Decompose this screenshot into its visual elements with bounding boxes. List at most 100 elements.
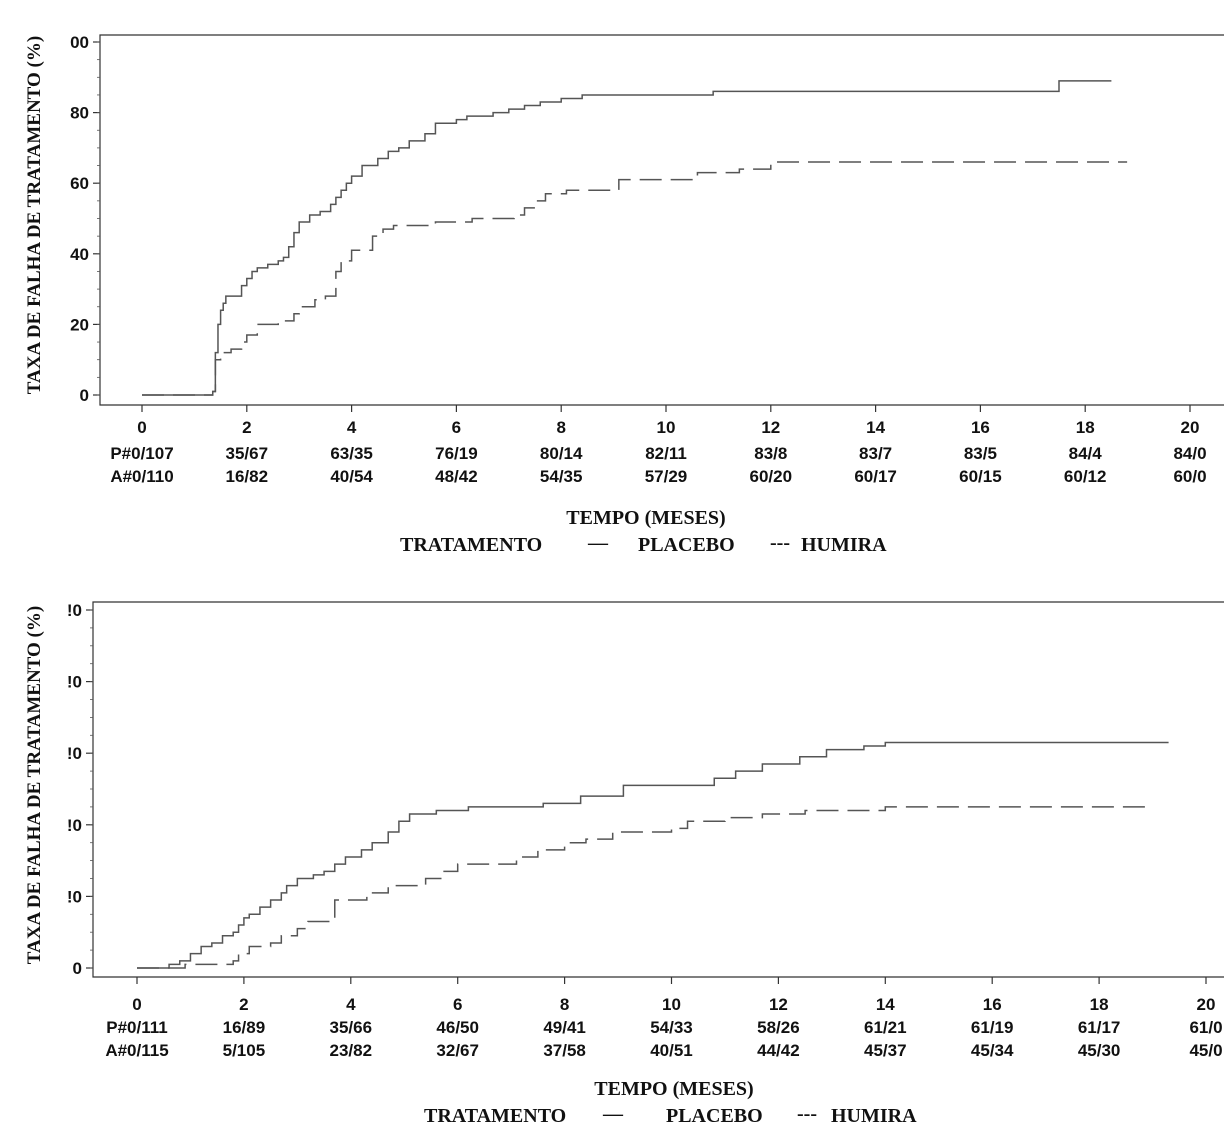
chart1-risk-placebo: 83/5: [964, 444, 997, 463]
chart1-legend-solid-symbol: —: [587, 532, 609, 554]
chart2-x-tick-label: 0: [132, 995, 141, 1014]
chart2-x-tick-label: 14: [876, 995, 895, 1014]
chart1-risk-humira: 48/42: [435, 467, 478, 486]
chart1-risk-humira: 16/82: [226, 467, 269, 486]
chart1-x-tick-label: 20: [1181, 418, 1200, 437]
chart2-x-tick-label: 2: [239, 995, 248, 1014]
chart2-y-axis-label: TAXA DE FALHA DE TRATAMENTO (%): [24, 606, 45, 964]
chart1-series-placebo: [142, 80, 1112, 396]
chart-panel-1: TAXA DE FALHA DE TRATAMENTO (%) TEMPO (M…: [24, 33, 1224, 556]
chart1-risk-humira: 54/35: [540, 467, 583, 486]
chart2-legend-humira: HUMIRA: [831, 1105, 917, 1127]
chart1-x-tick-label: 10: [657, 418, 676, 437]
chart1-legend: TRATAMENTO — PLACEBO --- HUMIRA: [400, 532, 887, 556]
chart2-risk-placebo: 58/26: [757, 1018, 800, 1037]
chart2-risk-placebo: 16/89: [223, 1018, 266, 1037]
chart1-risk-placebo: 80/14: [540, 444, 583, 463]
chart2-y-tick-label: !0: [67, 744, 82, 763]
chart1-y-tick-label: 00: [70, 33, 89, 52]
chart2-legend-title: TRATAMENTO: [424, 1105, 566, 1127]
chart1-risk-placebo: 82/11: [645, 444, 687, 463]
chart1-x-tick-label: 6: [452, 418, 461, 437]
chart2-y-tick-label: 0: [73, 959, 82, 978]
chart2-x-tick-label: 8: [560, 995, 569, 1014]
chart1-risk-humira: 60/15: [959, 467, 1002, 486]
chart2-risk-humira: 45/37: [864, 1041, 907, 1060]
chart1-y-tick-label: 0: [80, 386, 89, 405]
chart1-y-tick-label: 40: [70, 245, 89, 264]
chart-panel-2: TAXA DE FALHA DE TRATAMENTO (%) TEMPO (M…: [24, 601, 1224, 1127]
chart2-risk-humira: 45/30: [1078, 1041, 1121, 1060]
chart1-risk-humira: 40/54: [330, 467, 373, 486]
chart2-legend: TRATAMENTO — PLACEBO --- HUMIRA: [424, 1103, 917, 1127]
chart1-risk-placebo: P#0/107: [110, 444, 173, 463]
chart2-y-tick-label: !0: [67, 673, 82, 692]
chart2-risk-humira: A#0/115: [105, 1041, 168, 1060]
chart2-x-tick-label: 18: [1090, 995, 1109, 1014]
chart1-risk-humira: 60/17: [854, 467, 897, 486]
chart1-y-tick-label: 20: [70, 315, 89, 334]
chart2-x-tick-label: 16: [983, 995, 1002, 1014]
chart1-x-tick-label: 4: [347, 418, 357, 437]
chart1-risk-humira: 60/20: [750, 467, 793, 486]
chart1-legend-placebo: PLACEBO: [638, 534, 735, 556]
chart2-risk-placebo: 54/33: [650, 1018, 693, 1037]
chart2-risk-placebo: 61/0: [1189, 1018, 1222, 1037]
chart1-y-tick-label: 80: [70, 104, 89, 123]
chart2-risk-placebo: 61/17: [1078, 1018, 1121, 1037]
chart1-x-tick-label: 12: [761, 418, 780, 437]
chart1-risk-humira: 60/12: [1064, 467, 1107, 486]
chart1-risk-humira: A#0/110: [110, 467, 173, 486]
chart2-series-humira: [137, 806, 1153, 969]
chart2-risk-placebo: 46/50: [436, 1018, 479, 1037]
chart1-risk-placebo: 84/0: [1173, 444, 1206, 463]
chart2-risk-humira: 23/82: [330, 1041, 373, 1060]
chart1-series-humira: [142, 161, 1128, 396]
chart1-x-tick-label: 18: [1076, 418, 1095, 437]
chart1-x-tick-label: 16: [971, 418, 990, 437]
chart2-series-placebo: [137, 741, 1169, 969]
chart2-risk-humira: 37/58: [543, 1041, 586, 1060]
chart1-risk-placebo: 76/19: [435, 444, 478, 463]
chart1-risk-humira: 60/0: [1173, 467, 1206, 486]
chart2-legend-solid-symbol: —: [602, 1103, 624, 1125]
chart1-risk-placebo: 63/35: [330, 444, 373, 463]
chart2-risk-humira: 45/0: [1189, 1041, 1222, 1060]
chart1-y-axis-label: TAXA DE FALHA DE TRATAMENTO (%): [24, 36, 45, 394]
chart1-legend-humira: HUMIRA: [801, 534, 887, 556]
chart2-risk-humira: 5/105: [223, 1041, 266, 1060]
chart2-x-tick-label: 6: [453, 995, 462, 1014]
chart1-risk-placebo: 84/4: [1069, 444, 1103, 463]
chart2-legend-placebo: PLACEBO: [666, 1105, 763, 1127]
chart2-y-tick-label: !0: [67, 601, 82, 620]
chart2-legend-dashed-symbol: ---: [797, 1103, 817, 1125]
chart1-legend-title: TRATAMENTO: [400, 534, 542, 556]
chart1-risk-placebo: 83/7: [859, 444, 892, 463]
chart2-x-tick-label: 12: [769, 995, 788, 1014]
chart1-x-axis-label: TEMPO (MESES): [566, 507, 725, 529]
chart2-y-tick-label: !0: [67, 816, 82, 835]
chart1-legend-dashed-symbol: ---: [770, 532, 790, 554]
chart2-risk-placebo: 35/66: [330, 1018, 373, 1037]
chart2-x-tick-label: 10: [662, 995, 681, 1014]
chart2-x-axis-label: TEMPO (MESES): [594, 1078, 753, 1100]
chart2-y-tick-label: !0: [67, 887, 82, 906]
chart1-y-tick-label: 60: [70, 174, 89, 193]
chart2-risk-humira: 32/67: [436, 1041, 479, 1060]
chart2-risk-humira: 40/51: [650, 1041, 693, 1060]
chart2-risk-placebo: 49/41: [543, 1018, 586, 1037]
chart1-x-tick-label: 0: [137, 418, 146, 437]
chart1-risk-placebo: 35/67: [226, 444, 269, 463]
chart2-risk-placebo: P#0/111: [106, 1018, 167, 1037]
chart2-risk-placebo: 61/21: [864, 1018, 907, 1037]
chart1-plot-frame: [99, 34, 1224, 406]
chart1-x-tick-label: 14: [866, 418, 885, 437]
chart2-x-tick-label: 4: [346, 995, 356, 1014]
chart2-x-tick-label: 20: [1197, 995, 1216, 1014]
chart1-risk-humira: 57/29: [645, 467, 688, 486]
chart1-x-tick-label: 2: [242, 418, 251, 437]
chart2-risk-humira: 44/42: [757, 1041, 800, 1060]
chart2-risk-humira: 45/34: [971, 1041, 1014, 1060]
chart1-x-tick-label: 8: [556, 418, 565, 437]
